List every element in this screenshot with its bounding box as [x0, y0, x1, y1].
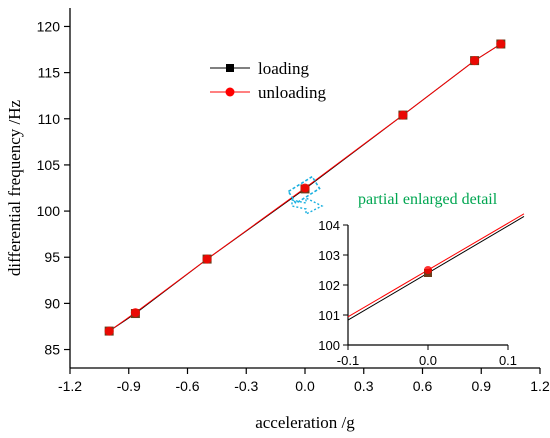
y-tick-label: 85 — [44, 342, 60, 358]
y-tick-label: 115 — [38, 65, 61, 81]
data-point-unloading — [470, 56, 480, 66]
zoom-highlight — [287, 175, 324, 216]
data-point-unloading — [496, 39, 506, 49]
x-axis-title: acceleration /g — [255, 413, 355, 432]
zoom-arrow-icon — [291, 196, 324, 216]
x-tick-label: -0.6 — [175, 378, 199, 394]
legend-label-unloading: unloading — [258, 83, 326, 102]
data-point-unloading — [130, 308, 140, 318]
inset-y-tick-label: 103 — [318, 248, 340, 263]
x-ticks: -1.2 -0.9 -0.6 -0.3 0.0 0.3 0.6 0.9 1.2 — [58, 368, 550, 394]
inset-plot: -0.1 0.0 0.1 100 101 102 103 104 — [318, 213, 525, 368]
data-point-unloading — [104, 326, 114, 336]
x-tick-label: 1.2 — [530, 378, 550, 394]
x-tick-label: -1.2 — [58, 378, 82, 394]
data-point-unloading — [300, 183, 310, 193]
legend-marker-unloading — [225, 87, 235, 97]
inset-y-tick-label: 100 — [318, 338, 340, 353]
inset-x-tick-label: 0.1 — [499, 353, 517, 368]
inset-x-ticks: -0.1 0.0 0.1 — [337, 345, 517, 368]
zoom-highlight-box — [287, 175, 321, 205]
legend: loading unloading — [210, 59, 326, 102]
annotation-text: partial enlarged detail — [358, 191, 498, 208]
x-tick-label: -0.9 — [117, 378, 141, 394]
legend-marker-loading — [226, 64, 234, 72]
y-tick-label: 95 — [44, 249, 60, 265]
y-axis-title: differential frequency /Hz — [5, 99, 24, 276]
inset-background — [348, 225, 508, 345]
inset-y-tick-label: 101 — [318, 308, 340, 323]
inset-line-loading — [347, 216, 525, 321]
y-tick-label: 105 — [37, 157, 61, 173]
inset-line-unloading — [347, 213, 525, 318]
y-tick-label: 120 — [37, 18, 61, 34]
x-tick-label: 0.6 — [413, 378, 433, 394]
series-layer — [104, 39, 506, 336]
inset-x-tick-label: -0.1 — [337, 353, 359, 368]
y-tick-label: 90 — [44, 295, 60, 311]
x-tick-label: -0.3 — [234, 378, 258, 394]
y-tick-label: 100 — [37, 203, 61, 219]
inset-point-unloading — [424, 266, 432, 274]
inset-x-tick-label: 0.0 — [419, 353, 437, 368]
x-tick-label: 0.3 — [354, 378, 374, 394]
data-point-unloading — [398, 110, 408, 120]
x-tick-label: 0.0 — [295, 378, 315, 394]
data-point-unloading — [202, 254, 212, 264]
x-tick-label: 0.9 — [472, 378, 492, 394]
inset-y-ticks: 100 101 102 103 104 — [318, 218, 348, 353]
inset-series — [347, 213, 525, 321]
y-ticks: 85 90 95 100 105 110 115 120 — [37, 18, 70, 358]
inset-y-tick-label: 104 — [318, 218, 340, 233]
y-tick-label: 110 — [38, 111, 61, 127]
legend-label-loading: loading — [258, 59, 309, 78]
inset-y-tick-label: 102 — [318, 278, 340, 293]
